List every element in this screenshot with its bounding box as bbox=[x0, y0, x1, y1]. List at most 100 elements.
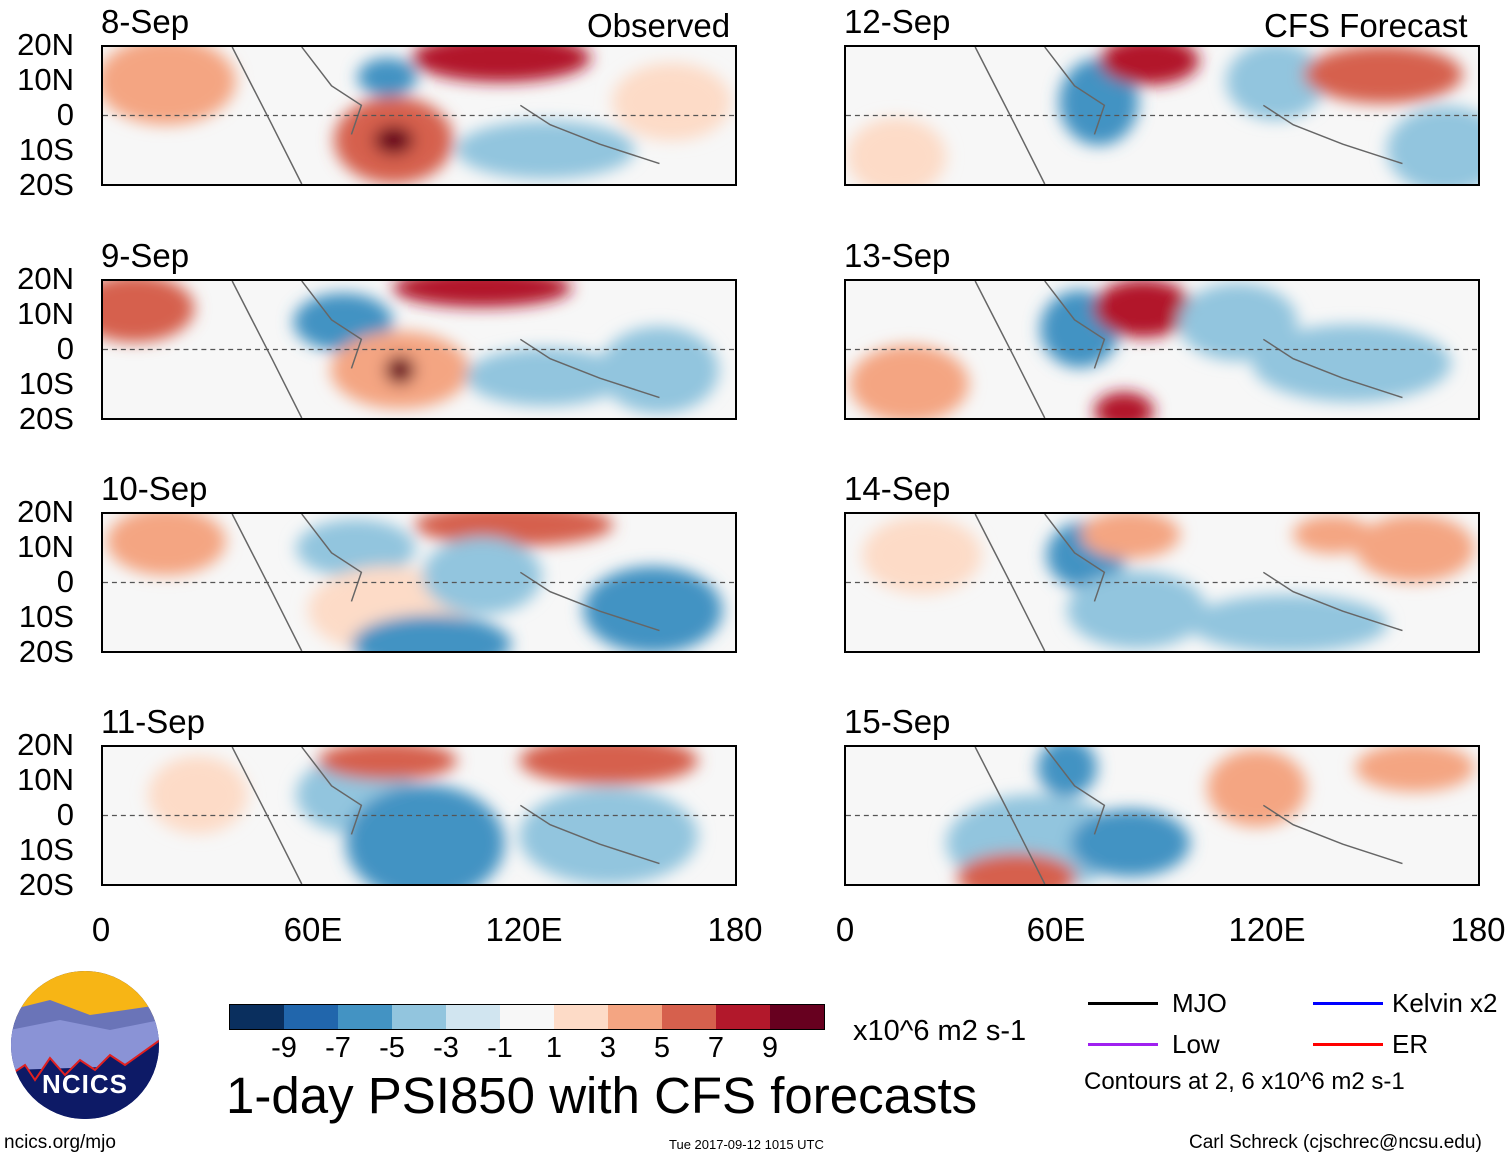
anomaly-region bbox=[1355, 514, 1475, 583]
lon-label: 0 bbox=[91, 911, 111, 948]
panel-date-label: 13-Sep bbox=[844, 237, 951, 274]
anomaly-region bbox=[465, 347, 625, 407]
anomaly-region bbox=[373, 125, 414, 155]
legend-mjo-line bbox=[1088, 1002, 1158, 1005]
anomaly-region bbox=[612, 62, 732, 141]
anomaly-region bbox=[862, 516, 982, 594]
anomaly-region bbox=[455, 120, 635, 179]
anomaly-region bbox=[345, 784, 505, 884]
lat-label: 10S bbox=[18, 366, 74, 401]
left-map-panel bbox=[101, 745, 737, 886]
figure-title: 1-day PSI850 with CFS forecasts bbox=[226, 1067, 978, 1124]
left-map-panel bbox=[101, 279, 737, 420]
anomaly-region bbox=[317, 747, 457, 781]
colorbar-tick: -5 bbox=[379, 1032, 405, 1064]
anomaly-region bbox=[846, 117, 947, 184]
panel-date-label: 11-Sep bbox=[101, 703, 205, 740]
footer-url[interactable]: ncics.org/mjo bbox=[4, 1132, 116, 1153]
colorbar-tick: -3 bbox=[433, 1032, 459, 1064]
lon-label: 60E bbox=[283, 911, 343, 948]
legend-kelvin-line bbox=[1313, 1002, 1383, 1005]
colorbar-tick: 9 bbox=[761, 1032, 779, 1064]
ncics-logo: NCICS bbox=[11, 971, 159, 1119]
colorbar-swatch bbox=[608, 1005, 662, 1029]
anomaly-region bbox=[1080, 514, 1181, 559]
anomaly-region bbox=[1303, 47, 1463, 104]
observed-label: Observed bbox=[587, 7, 731, 44]
anomaly-region bbox=[103, 47, 236, 125]
lat-label: 10N bbox=[17, 62, 74, 97]
panel-date-label: 9-Sep bbox=[101, 237, 190, 274]
anomaly-region bbox=[583, 566, 723, 651]
colorbar-swatch bbox=[500, 1005, 554, 1029]
lat-label: 0 bbox=[56, 797, 74, 832]
contour-note: Contours at 2, 6 x10^6 m2 s-1 bbox=[1084, 1068, 1405, 1095]
colorbar-units: x10^6 m2 s-1 bbox=[853, 1015, 1027, 1047]
colorbar-swatch bbox=[716, 1005, 770, 1029]
lat-label: 10S bbox=[18, 832, 74, 867]
anomaly-region bbox=[1099, 47, 1200, 85]
colorbar-tick: 1 bbox=[545, 1032, 563, 1064]
anomaly-region bbox=[392, 281, 572, 308]
panel-date-label: 15-Sep bbox=[844, 703, 951, 740]
anomaly-region bbox=[1386, 106, 1478, 184]
anomaly-region bbox=[849, 344, 969, 418]
left-map-panel bbox=[101, 512, 737, 653]
colorbar-swatch bbox=[554, 1005, 608, 1029]
lat-label: 20N bbox=[17, 261, 74, 296]
panel-date-label: 10-Sep bbox=[101, 470, 208, 507]
anomaly-region bbox=[1189, 594, 1388, 651]
lat-label: 10N bbox=[17, 296, 74, 331]
lat-label: 0 bbox=[56, 97, 74, 132]
colorbar-swatch bbox=[392, 1005, 446, 1029]
lon-label: 120E bbox=[1228, 911, 1306, 948]
anomaly-region bbox=[1037, 747, 1098, 797]
lon-label: 180 bbox=[707, 911, 763, 948]
anomaly-region bbox=[1226, 47, 1326, 121]
footer-timestamp: Tue 2017-09-12 1015 UTC bbox=[669, 1137, 824, 1152]
anomaly-region bbox=[1067, 571, 1207, 649]
anomaly-region bbox=[414, 514, 614, 547]
anomaly-region bbox=[1292, 515, 1373, 554]
anomaly-region bbox=[103, 281, 195, 343]
legend-er-label: ER bbox=[1392, 1029, 1429, 1059]
lat-label: 20S bbox=[18, 634, 74, 669]
left-map-panel bbox=[101, 45, 737, 186]
legend-low-line bbox=[1088, 1043, 1158, 1046]
anomaly-region bbox=[106, 514, 226, 576]
colorbar-swatch bbox=[770, 1005, 824, 1029]
anomaly-region bbox=[1070, 808, 1191, 877]
right-map-panel bbox=[844, 745, 1480, 886]
lat-label: 10S bbox=[18, 132, 74, 167]
anomaly-region bbox=[352, 615, 512, 651]
right-map-panel bbox=[844, 279, 1480, 420]
anomaly-region bbox=[599, 326, 719, 414]
right-map-panel bbox=[844, 45, 1480, 186]
lat-label: 20S bbox=[18, 867, 74, 902]
legend-low-label: Low bbox=[1172, 1029, 1220, 1059]
legend-kelvin-label: Kelvin x2 bbox=[1392, 988, 1498, 1018]
colorbar-tick: 3 bbox=[599, 1032, 617, 1064]
anomaly-region bbox=[357, 57, 418, 97]
colorbar-swatch bbox=[662, 1005, 716, 1029]
lon-label: 0 bbox=[835, 911, 855, 948]
anomaly-region bbox=[1093, 281, 1193, 338]
colorbar-swatch bbox=[446, 1005, 500, 1029]
anomaly-region bbox=[422, 536, 542, 615]
anomaly-region bbox=[296, 519, 416, 578]
colorbar-swatch bbox=[284, 1005, 338, 1029]
anomaly-region bbox=[1355, 747, 1475, 792]
anomaly-region bbox=[1094, 391, 1154, 418]
lon-label: 120E bbox=[485, 911, 563, 948]
lat-label: 0 bbox=[56, 331, 74, 366]
colorbar bbox=[229, 1004, 825, 1030]
anomaly-region bbox=[957, 852, 1077, 884]
anomaly-region bbox=[519, 787, 699, 884]
lat-label: 20N bbox=[17, 494, 74, 529]
colorbar-swatch bbox=[338, 1005, 392, 1029]
lat-label: 20N bbox=[17, 27, 74, 62]
lon-label: 180 bbox=[1450, 911, 1506, 948]
colorbar-tick: -1 bbox=[487, 1032, 513, 1064]
panel-date-label: 12-Sep bbox=[844, 3, 951, 40]
anomaly-region bbox=[385, 355, 415, 385]
